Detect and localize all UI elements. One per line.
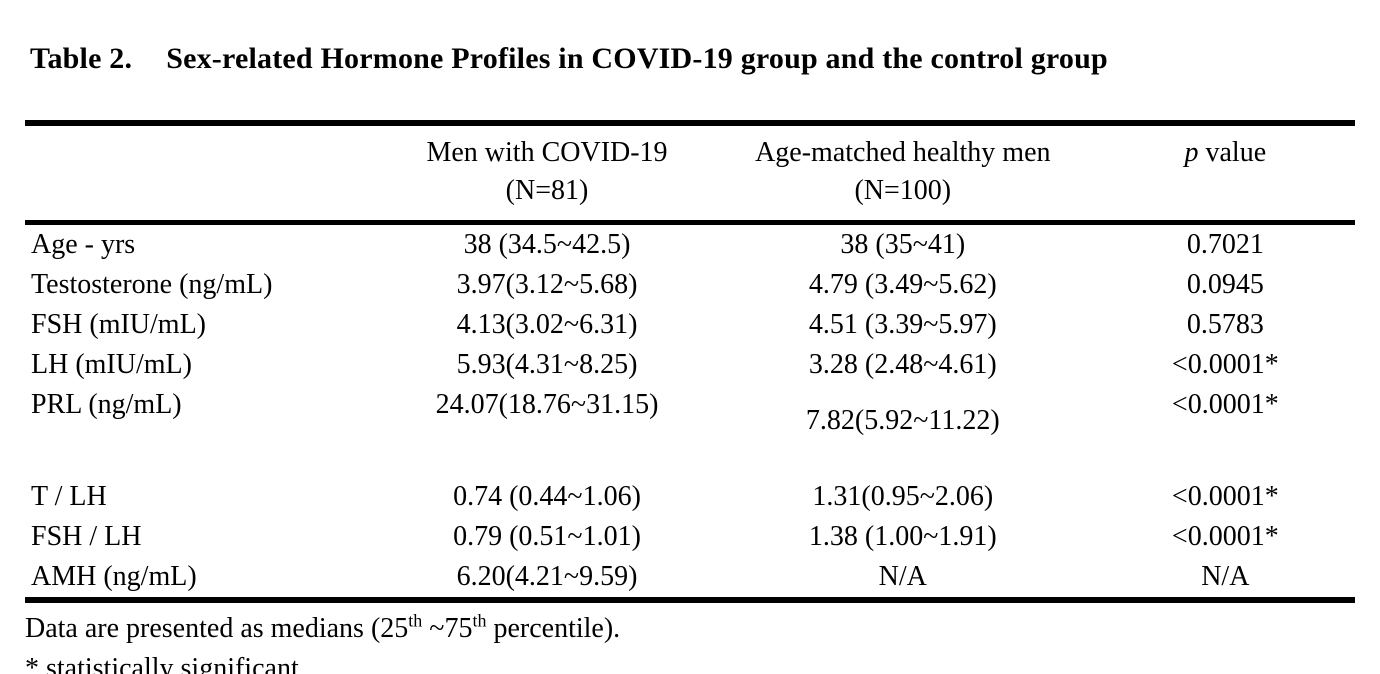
p-value: <0.0001* xyxy=(1171,389,1279,420)
p-value: 0.7021 xyxy=(1186,229,1264,260)
p-value: 0.5783 xyxy=(1186,309,1264,340)
table-title-text: Sex-related Hormone Profiles in COVID-19… xyxy=(166,42,1108,75)
table-row-fsh: FSH (mIU/mL) 4.13(3.02~6.31) 4.51 (3.39~… xyxy=(25,305,1355,345)
p-value: 0.0945 xyxy=(1186,269,1264,300)
header-control-group-name: Age-matched healthy men xyxy=(755,137,1051,168)
control-value: 4.79 (3.49~5.62) xyxy=(808,269,997,300)
covid-value: 24.07(18.76~31.15) xyxy=(435,389,659,420)
header-p-value: p value xyxy=(1096,123,1355,223)
spacer-row xyxy=(25,441,1355,477)
covid-value: 38 (34.5~42.5) xyxy=(463,229,631,260)
control-value: 7.82(5.92~11.22) xyxy=(805,405,1000,436)
row-label: Age - yrs xyxy=(31,229,136,260)
header-empty-cell xyxy=(25,123,384,223)
table-row-age: Age - yrs 38 (34.5~42.5) 38 (35~41) 0.70… xyxy=(25,223,1355,266)
row-label: AMH (ng/mL) xyxy=(31,561,197,592)
table-row-testosterone: Testosterone (ng/mL) 3.97(3.12~5.68) 4.7… xyxy=(25,265,1355,305)
row-label: LH (mIU/mL) xyxy=(31,349,192,380)
hormone-profiles-table: Men with COVID-19 (N=81) Age-matched hea… xyxy=(25,120,1355,603)
row-label: FSH / LH xyxy=(31,521,142,552)
header-control-group-n: (N=100) xyxy=(854,175,952,206)
covid-value: 5.93(4.31~8.25) xyxy=(456,349,638,380)
p-value: <0.0001* xyxy=(1171,521,1279,552)
control-value: 1.38 (1.00~1.91) xyxy=(808,521,997,552)
superscript-th: th xyxy=(472,610,487,631)
table-row-lh: LH (mIU/mL) 5.93(4.31~8.25) 3.28 (2.48~4… xyxy=(25,345,1355,385)
row-label: T / LH xyxy=(31,481,107,512)
p-value: N/A xyxy=(1201,561,1250,592)
covid-value: 6.20(4.21~9.59) xyxy=(456,561,638,592)
row-label: PRL (ng/mL) xyxy=(31,389,182,420)
footnote-significance: * statistically significant xyxy=(25,653,299,674)
covid-value: 0.74 (0.44~1.06) xyxy=(453,481,641,512)
footnotes: Data are presented as medians (25th ~75t… xyxy=(25,609,1355,674)
header-p-italic: p xyxy=(1184,137,1199,168)
table-row-fsh-lh: FSH / LH 0.79 (0.51~1.01) 1.38 (1.00~1.9… xyxy=(25,517,1355,557)
control-value: 38 (35~41) xyxy=(840,229,966,260)
header-covid-group-name: Men with COVID-19 xyxy=(426,137,668,168)
covid-value: 4.13(3.02~6.31) xyxy=(456,309,638,340)
table-row-t-lh: T / LH 0.74 (0.44~1.06) 1.31(0.95~2.06) … xyxy=(25,477,1355,517)
control-value: 3.28 (2.48~4.61) xyxy=(808,349,997,380)
table-title-label: Table 2. xyxy=(30,42,133,75)
table-header: Men with COVID-19 (N=81) Age-matched hea… xyxy=(25,123,1355,223)
table-title: Table 2. Sex-related Hormone Profiles in … xyxy=(0,0,1380,76)
header-control-group: Age-matched healthy men (N=100) xyxy=(710,123,1096,223)
footnote-medians: Data are presented as medians (25th ~75t… xyxy=(25,610,621,644)
p-value: <0.0001* xyxy=(1171,481,1279,512)
table-row-amh: AMH (ng/mL) 6.20(4.21~9.59) N/A N/A xyxy=(25,557,1355,600)
table-row-prl: PRL (ng/mL) 24.07(18.76~31.15) 7.82(5.92… xyxy=(25,385,1355,441)
row-label: FSH (mIU/mL) xyxy=(31,309,206,340)
header-covid-group-n: (N=81) xyxy=(505,175,589,206)
covid-value: 0.79 (0.51~1.01) xyxy=(453,521,641,552)
superscript-th: th xyxy=(408,610,423,631)
p-value: <0.0001* xyxy=(1171,349,1279,380)
header-p-rest: value xyxy=(1198,137,1267,168)
control-value: 4.51 (3.39~5.97) xyxy=(808,309,997,340)
header-covid-group: Men with COVID-19 (N=81) xyxy=(384,123,710,223)
table-body: Age - yrs 38 (34.5~42.5) 38 (35~41) 0.70… xyxy=(25,223,1355,601)
control-value: N/A xyxy=(878,561,927,592)
header-row: Men with COVID-19 (N=81) Age-matched hea… xyxy=(25,123,1355,223)
control-value: 1.31(0.95~2.06) xyxy=(812,481,994,512)
row-label: Testosterone (ng/mL) xyxy=(31,269,273,300)
covid-value: 3.97(3.12~5.68) xyxy=(456,269,638,300)
